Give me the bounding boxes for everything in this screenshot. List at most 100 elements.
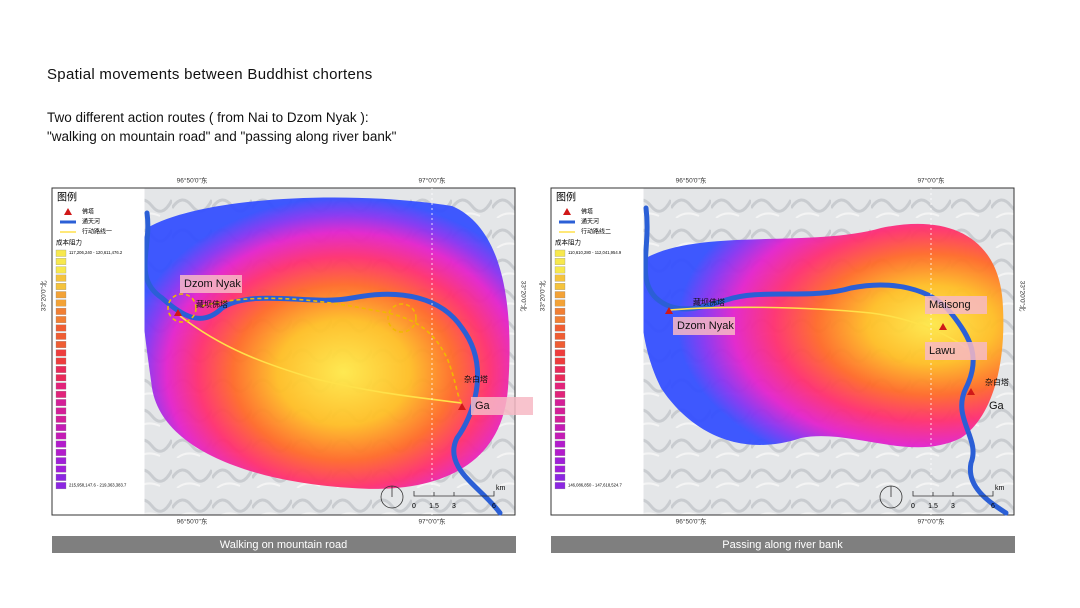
stupa-icon — [665, 307, 673, 314]
legend-swatch — [55, 357, 67, 365]
axis-label: 33°20'0"北 — [519, 281, 527, 312]
legend-swatch — [55, 249, 67, 257]
legend-item: 佛塔 — [82, 208, 94, 216]
legend-swatch — [55, 374, 67, 382]
legend-swatch — [55, 482, 67, 490]
legend-range: 215,958,147.6 - 219,363,383.7 — [69, 483, 127, 488]
place-label: 藏坝佛塔 — [693, 297, 725, 307]
legend-box — [551, 188, 644, 515]
legend-item: 佛塔 — [581, 208, 593, 216]
place-label: 杂白塔 — [464, 374, 488, 384]
legend-swatch — [55, 324, 67, 332]
legend-swatch — [554, 274, 566, 282]
legend-swatch — [55, 432, 67, 440]
legend-swatch — [554, 415, 566, 423]
legend-swatch — [554, 374, 566, 382]
scale-label: 0 — [412, 503, 416, 510]
legend-item: 通天河 — [581, 218, 599, 226]
legend-swatch — [55, 349, 67, 357]
legend-swatch — [55, 382, 67, 390]
legend-swatch — [554, 465, 566, 473]
subtitle-line: "walking on mountain road" and "passing … — [47, 129, 397, 144]
stupa-icon — [939, 323, 947, 330]
place-label: Ga — [475, 400, 491, 412]
place-label-box — [180, 275, 242, 293]
legend-title: 图例 — [556, 191, 576, 204]
legend-swatch — [554, 266, 566, 274]
scale-label: 3 — [452, 503, 456, 510]
legend-box — [52, 188, 145, 515]
legend-swatch — [55, 449, 67, 456]
axis-label: 97°0'0"东 — [917, 176, 945, 185]
legend-swatch — [554, 307, 566, 315]
route-alt — [201, 297, 463, 404]
place-label: Maisong — [929, 299, 971, 311]
scale-label: 0 — [911, 503, 915, 510]
scale-label: 1.5 — [928, 503, 938, 510]
scale-unit: km — [496, 485, 506, 492]
legend-swatch — [554, 399, 566, 407]
axis-label: 33°20'0"北 — [40, 280, 48, 311]
legend-item: 行动路线二 — [581, 228, 611, 236]
place-label: Dzom Nyak — [677, 320, 734, 332]
legend-range: 117,206,240 - 120,611,476.2 — [69, 250, 123, 255]
legend-swatch — [55, 283, 67, 290]
stupa-icon — [174, 309, 182, 316]
legend-swatch — [554, 382, 566, 390]
legend-icon — [563, 208, 571, 215]
legend-swatch — [55, 399, 67, 407]
legend-item: 通天河 — [82, 218, 100, 226]
legend-cost-title: 成本阻力 — [56, 238, 82, 247]
place-label-box — [925, 342, 987, 360]
legend-swatch — [55, 299, 67, 307]
legend-range: 146,086,850 - 147,618,524.7 — [568, 483, 622, 488]
caption: Passing along river bank — [722, 539, 843, 551]
route — [179, 315, 463, 404]
place-label: 杂白塔 — [985, 377, 1009, 387]
legend-swatch — [554, 457, 566, 465]
legend-swatch — [55, 274, 67, 282]
stupa-icon — [967, 388, 975, 395]
legend-icon — [64, 208, 72, 215]
river — [642, 205, 1009, 516]
legend-swatch — [554, 258, 566, 265]
place-label: Ga — [989, 400, 1005, 412]
scale-label: 1.5 — [429, 503, 439, 510]
axis-label: 33°20'0"北 — [1018, 281, 1026, 312]
legend-swatch — [554, 424, 566, 431]
legend-swatch — [55, 341, 67, 348]
legend-swatch — [554, 449, 566, 456]
legend-cost-title: 成本阻力 — [555, 238, 581, 247]
legend-swatch — [554, 357, 566, 365]
place-label: Dzom Nyak — [184, 278, 241, 290]
scale-unit: km — [995, 485, 1005, 492]
place-label: Lawu — [929, 345, 955, 357]
axis-label: 96°50'0"东 — [676, 517, 707, 526]
legend-swatch — [554, 316, 566, 324]
stupa-icon — [458, 403, 466, 410]
legend-swatch — [55, 366, 67, 373]
axis-label: 97°0'0"东 — [418, 176, 446, 185]
legend-swatch — [55, 440, 67, 448]
legend-swatch — [554, 440, 566, 448]
river — [142, 210, 503, 516]
legend-swatch — [55, 473, 67, 481]
route-loop — [387, 303, 417, 333]
legend-swatch — [55, 415, 67, 423]
legend-swatch — [554, 473, 566, 481]
legend-swatch — [55, 266, 67, 274]
legend-swatch — [554, 482, 566, 490]
legend-swatch — [55, 291, 67, 299]
legend-title: 图例 — [57, 191, 77, 204]
legend-range: 110,610,280 - 112,041,954.9 — [568, 250, 622, 255]
place-label-box — [673, 317, 735, 335]
place-label-box — [471, 397, 533, 415]
legend-swatch — [554, 283, 566, 290]
subtitle-line: Two different action routes ( from Nai t… — [47, 110, 369, 125]
legend-swatch — [554, 366, 566, 373]
place-label: 藏坝佛塔 — [196, 299, 228, 309]
legend-swatch — [55, 465, 67, 473]
cost-surface — [140, 197, 510, 489]
